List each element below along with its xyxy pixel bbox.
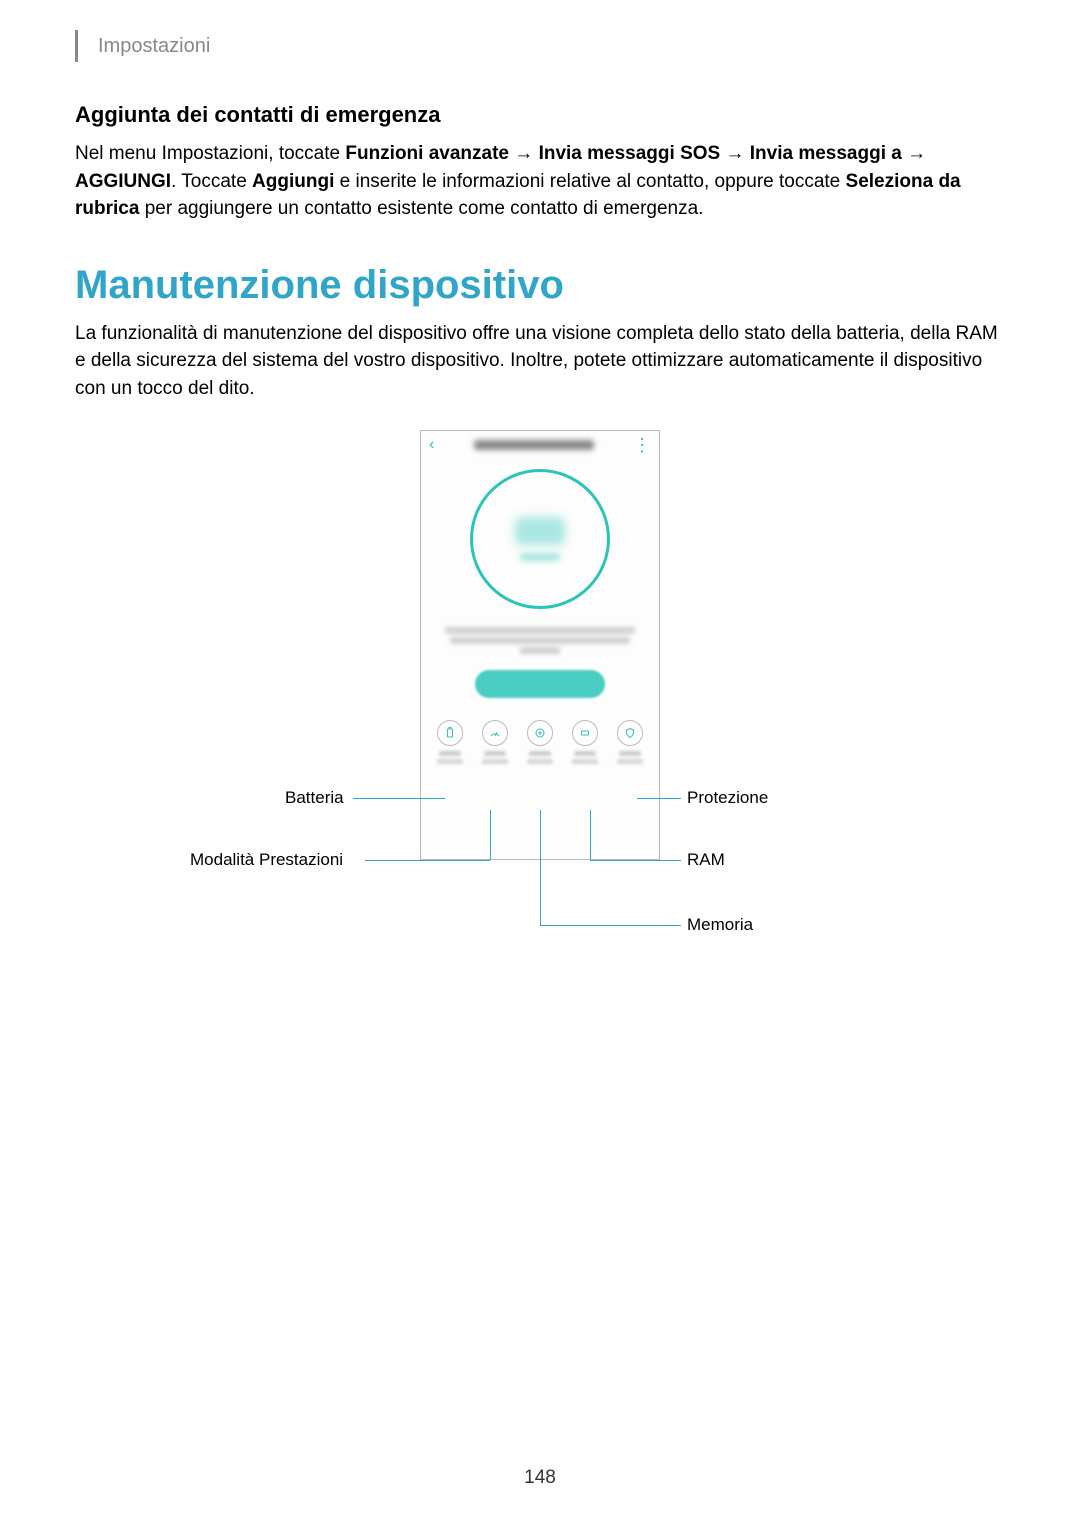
callout-line — [590, 860, 681, 861]
callout-line — [540, 810, 541, 925]
bold-text: Invia messaggi a — [750, 143, 902, 164]
blur-label — [529, 751, 551, 756]
storage-icon — [527, 720, 553, 746]
phone-screenshot: ‹ ⋮ — [420, 430, 660, 860]
paragraph-device-maintenance: La funzionalità di manutenzione del disp… — [75, 320, 1005, 403]
blur-label — [482, 759, 508, 764]
callout-protezione: Protezione — [687, 788, 768, 808]
security-icon — [617, 720, 643, 746]
score-ring — [470, 469, 610, 609]
bold-text: AGGIUNGI — [75, 171, 171, 192]
callout-modalita-prestazioni: Modalità Prestazioni — [190, 850, 343, 870]
page-number: 148 — [0, 1467, 1080, 1489]
callout-line — [590, 810, 591, 860]
performance-icon — [482, 720, 508, 746]
header-bar — [75, 30, 78, 62]
more-icon: ⋮ — [633, 436, 651, 454]
security-icon-cell — [609, 720, 651, 764]
blur-label — [527, 759, 553, 764]
blur-line — [520, 647, 560, 654]
callout-line — [637, 798, 681, 799]
arrow: → — [720, 143, 750, 164]
callout-batteria: Batteria — [285, 788, 344, 808]
subsection-heading: Aggiunta dei contatti di emergenza — [75, 102, 1005, 128]
page-header: Impostazioni — [75, 30, 1005, 62]
callout-line — [540, 925, 681, 926]
arrow: → — [509, 143, 539, 164]
blur-line — [445, 627, 635, 634]
blur-label — [572, 759, 598, 764]
battery-icon — [437, 720, 463, 746]
blurred-score-label — [520, 553, 560, 561]
figure-device-maintenance: ‹ ⋮ — [75, 430, 1005, 1040]
blur-label — [574, 751, 596, 756]
callout-ram: RAM — [687, 850, 725, 870]
paragraph-emergency-contacts: Nel menu Impostazioni, toccate Funzioni … — [75, 140, 1005, 223]
phone-topbar: ‹ ⋮ — [421, 431, 659, 459]
blur-label — [437, 759, 463, 764]
blur-label — [617, 759, 643, 764]
battery-icon-cell — [429, 720, 471, 764]
blur-label — [619, 751, 641, 756]
ram-icon — [572, 720, 598, 746]
blurred-score — [515, 517, 565, 545]
bold-text: Invia messaggi SOS — [539, 143, 721, 164]
text: Nel menu Impostazioni, toccate — [75, 143, 345, 164]
performance-icon-cell — [474, 720, 516, 764]
callout-memoria: Memoria — [687, 915, 753, 935]
callout-line — [365, 860, 490, 861]
blurred-description — [445, 627, 635, 654]
back-icon: ‹ — [429, 436, 434, 454]
header-section-label: Impostazioni — [98, 35, 210, 58]
blurred-title — [474, 440, 594, 450]
icon-row — [421, 720, 659, 764]
callout-line — [490, 810, 491, 860]
blur-label — [484, 751, 506, 756]
text: per aggiungere un contatto esistente com… — [139, 198, 703, 219]
bold-text: Aggiungi — [252, 171, 334, 192]
ram-icon-cell — [564, 720, 606, 764]
callout-line — [353, 798, 445, 799]
text: . Toccate — [171, 171, 252, 192]
main-heading: Manutenzione dispositivo — [75, 263, 1005, 308]
arrow: → — [902, 143, 926, 164]
blur-label — [439, 751, 461, 756]
score-ring-wrap — [421, 469, 659, 609]
text: e inserite le informazioni relative al c… — [334, 171, 845, 192]
storage-icon-cell — [519, 720, 561, 764]
bold-text: Funzioni avanzate — [345, 143, 509, 164]
optimize-button-blurred — [475, 670, 605, 698]
blur-line — [450, 637, 630, 644]
